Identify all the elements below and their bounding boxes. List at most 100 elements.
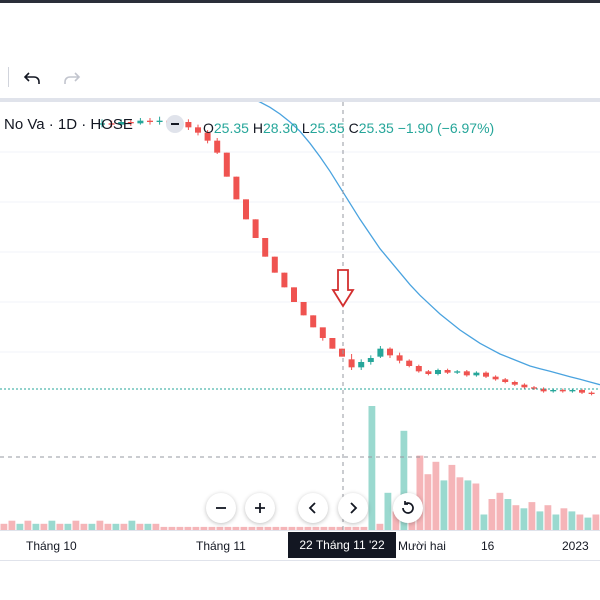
time-axis[interactable] — [0, 530, 600, 561]
volume-bar — [0, 523, 8, 530]
candle — [99, 123, 105, 125]
volume-bar — [80, 523, 88, 530]
volume-bar — [424, 474, 432, 530]
volume-bar — [120, 523, 128, 530]
volume-bar — [344, 526, 352, 530]
volume-bar — [552, 514, 560, 530]
price-chart[interactable] — [0, 102, 600, 530]
volume-bar — [128, 520, 136, 530]
candle — [339, 348, 345, 357]
volume-bar — [592, 514, 600, 530]
candle — [569, 390, 576, 392]
volume-bar — [192, 526, 200, 530]
volume-bar — [568, 511, 576, 530]
change-value: −1.90 (−6.97%) — [397, 120, 495, 136]
candle — [156, 120, 163, 122]
candle — [550, 390, 557, 392]
scroll-left-button[interactable] — [298, 493, 328, 523]
candle — [473, 372, 480, 376]
time-axis-label: 2023 — [562, 539, 589, 553]
volume-bar — [320, 526, 328, 530]
volume-bar — [48, 520, 56, 530]
volume-bar — [384, 492, 392, 530]
candle — [348, 359, 355, 368]
undo-button[interactable] — [19, 66, 45, 90]
candle — [310, 315, 317, 328]
high-label: H — [252, 120, 263, 136]
candle — [559, 390, 566, 392]
volume-bar — [496, 492, 504, 530]
candle — [108, 123, 115, 125]
volume-bar — [104, 523, 112, 530]
volume-bar — [480, 514, 488, 530]
toolbar-bottom-border — [0, 98, 600, 102]
volume-bar — [24, 520, 32, 530]
candle — [425, 371, 432, 374]
volume-bar — [136, 523, 144, 530]
candle — [588, 392, 595, 394]
volume-bar — [536, 511, 544, 530]
volume-bar — [256, 526, 264, 530]
volume-bar — [312, 526, 320, 530]
candle — [127, 122, 134, 124]
candle — [387, 348, 393, 356]
redo-button[interactable] — [59, 66, 85, 90]
volume-bar — [448, 464, 456, 530]
chevron-right-icon — [350, 502, 358, 514]
volume-bar — [512, 505, 520, 530]
down-arrow-annotation[interactable] — [331, 269, 355, 308]
crosshair-date-label: 22 Tháng 11 '22 — [288, 532, 396, 558]
candle — [147, 120, 153, 122]
volume-bar — [304, 526, 312, 530]
close-value: 25.35 — [358, 120, 394, 136]
candle — [137, 120, 144, 124]
volume-bar — [240, 526, 248, 530]
volume-bar — [88, 523, 96, 530]
volume-bar — [360, 526, 368, 530]
volume-bar — [264, 526, 272, 530]
zoom-in-button[interactable] — [245, 493, 275, 523]
candle — [262, 238, 269, 257]
volume-bar — [216, 526, 224, 530]
candle — [204, 132, 211, 141]
candle — [329, 338, 336, 349]
volume-bar — [376, 523, 384, 530]
candle — [502, 379, 509, 382]
time-axis-label: Tháng 10 — [26, 539, 77, 553]
volume-bar — [464, 480, 472, 530]
low-value: 25.35 — [309, 120, 345, 136]
candle — [367, 358, 374, 362]
volume-bar — [392, 511, 400, 530]
zoom-out-button[interactable] — [206, 493, 236, 523]
volume-bar — [224, 526, 232, 530]
volume-bar — [96, 520, 104, 530]
minus-icon — [171, 123, 179, 125]
volume-bar — [288, 526, 296, 530]
candle — [444, 370, 451, 373]
close-label: C — [348, 120, 359, 136]
candle — [214, 140, 221, 153]
volume-bar — [168, 526, 176, 530]
scroll-right-button[interactable] — [338, 493, 368, 523]
candle — [195, 127, 201, 133]
candle — [252, 219, 259, 238]
chart-legend: No Va · 1D · HOSE — [4, 116, 133, 133]
candle — [511, 382, 518, 385]
volume-bar — [208, 526, 216, 530]
volume-bar — [152, 523, 160, 530]
plus-icon — [255, 503, 265, 513]
candle — [358, 362, 365, 368]
reset-chart-button[interactable] — [393, 493, 423, 523]
chart-toolbar — [0, 56, 600, 98]
volume-bar — [472, 483, 480, 530]
candle — [463, 371, 470, 376]
hide-legend-button[interactable] — [166, 115, 184, 133]
volume-bar — [336, 526, 344, 530]
window-top-border — [0, 0, 600, 3]
volume-bar — [576, 514, 584, 530]
volume-bar — [32, 523, 40, 530]
candle — [415, 366, 422, 372]
candle — [377, 348, 384, 357]
volume-bar — [160, 526, 168, 530]
volume-bar — [56, 523, 64, 530]
